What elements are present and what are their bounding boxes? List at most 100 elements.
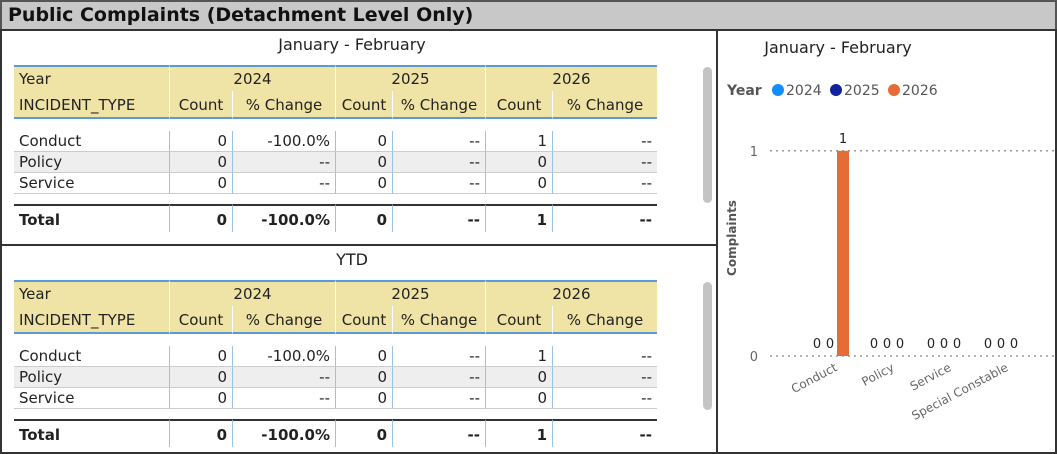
data-label: 0: [984, 337, 992, 352]
header-cell: 2026: [485, 280, 657, 306]
table-cell: 0: [335, 173, 392, 194]
data-label: 1: [839, 132, 847, 147]
table-cell: 0: [485, 152, 552, 173]
data-label: 0: [940, 337, 948, 352]
x-tick-label: Special Constable: [909, 360, 1010, 423]
table-cell: --: [232, 173, 335, 194]
header-cell: Count: [485, 91, 552, 119]
header-cell: Count: [169, 306, 232, 334]
total-cell: 1: [485, 419, 552, 447]
table-cell: 0: [169, 346, 232, 367]
scrollbar[interactable]: [703, 282, 712, 410]
report-title: Public Complaints (Detachment Level Only…: [0, 0, 1057, 31]
table-cell: --: [232, 152, 335, 173]
table-cell: Service: [14, 173, 169, 194]
table-cell: 0: [169, 388, 232, 409]
header-cell: % Change: [232, 91, 335, 119]
x-tick-label: Policy: [859, 360, 896, 389]
chart-title: January - February: [763, 38, 912, 57]
data-label: 0: [813, 337, 821, 352]
table-cell: 0: [485, 367, 552, 388]
table-cell: --: [392, 152, 485, 173]
header-cell: % Change: [392, 306, 485, 334]
table-cell: --: [552, 346, 657, 367]
header-cell: % Change: [232, 306, 335, 334]
table-cell: --: [392, 367, 485, 388]
table-panel: January - February Year 2024 2025 2026 INCIDE…: [0, 29, 718, 246]
table-cell: Service: [14, 388, 169, 409]
table-cell: Policy: [14, 152, 169, 173]
header-cell: Year: [14, 280, 169, 306]
legend-label: 2026: [902, 83, 938, 99]
total-cell: 0: [335, 419, 392, 447]
table-cell: --: [552, 388, 657, 409]
data-label: 0: [826, 337, 834, 352]
total-cell: -100.0%: [232, 419, 335, 447]
header-cell: 2024: [169, 65, 335, 91]
table-panel: YTD Year 2024 2025 2026 INCIDENT_TYPE Count% C…: [0, 244, 718, 454]
legend-title: Year: [726, 83, 762, 99]
total-cell: Total: [14, 204, 169, 232]
header-cell: % Change: [552, 306, 657, 334]
table-cell: 0: [335, 152, 392, 173]
legend-marker: [830, 84, 842, 96]
total-cell: Total: [14, 419, 169, 447]
table-title: January - February: [278, 35, 426, 54]
header-cell: 2026: [485, 65, 657, 91]
total-cell: 0: [335, 204, 392, 232]
table-cell: 1: [485, 131, 552, 152]
table-cell: --: [392, 173, 485, 194]
header-cell: Count: [335, 306, 392, 334]
total-cell: 0: [169, 204, 232, 232]
y-tick-label: 0: [750, 350, 758, 365]
table-cell: --: [552, 173, 657, 194]
header-cell: 2025: [335, 280, 485, 306]
header-cell: % Change: [552, 91, 657, 119]
header-cell: % Change: [392, 91, 485, 119]
data-label: 0: [870, 337, 878, 352]
legend-label: 2024: [786, 83, 822, 99]
data-label: 0: [896, 337, 904, 352]
total-cell: --: [552, 419, 657, 447]
legend-marker: [772, 84, 784, 96]
y-axis-label: Complaints: [725, 200, 739, 276]
table-cell: --: [232, 367, 335, 388]
header-cell: 2024: [169, 280, 335, 306]
header-cell: INCIDENT_TYPE: [14, 91, 169, 119]
table-cell: -100.0%: [232, 131, 335, 152]
table-cell: --: [552, 367, 657, 388]
header-cell: Count: [335, 91, 392, 119]
table-cell: --: [552, 131, 657, 152]
table-cell: 0: [485, 173, 552, 194]
data-label: 0: [997, 337, 1005, 352]
header-cell: Count: [169, 91, 232, 119]
total-cell: -100.0%: [232, 204, 335, 232]
scrollbar[interactable]: [703, 67, 712, 203]
total-cell: 1: [485, 204, 552, 232]
table-cell: 1: [485, 346, 552, 367]
table-cell: Policy: [14, 367, 169, 388]
x-tick-label: Service: [908, 360, 954, 393]
table-cell: 0: [335, 367, 392, 388]
bar: [837, 150, 849, 356]
total-cell: --: [392, 419, 485, 447]
chart: January - February Year 2024 2025 2026 Compla…: [725, 38, 1055, 423]
header-cell: Count: [485, 306, 552, 334]
header-cell: Year: [14, 65, 169, 91]
table-cell: 0: [169, 152, 232, 173]
table-title: YTD: [336, 250, 368, 269]
table-cell: 0: [335, 388, 392, 409]
table-cell: --: [392, 131, 485, 152]
table-cell: Conduct: [14, 346, 169, 367]
table-cell: --: [392, 346, 485, 367]
legend-marker: [888, 84, 900, 96]
table-cell: 0: [335, 346, 392, 367]
table-cell: 0: [169, 173, 232, 194]
table-cell: 0: [335, 131, 392, 152]
y-tick-label: 1: [750, 145, 758, 160]
data-label: 0: [883, 337, 891, 352]
total-cell: 0: [169, 419, 232, 447]
chart-panel: January - February Year 2024 2025 2026 Compla…: [716, 29, 1057, 454]
table-cell: -100.0%: [232, 346, 335, 367]
